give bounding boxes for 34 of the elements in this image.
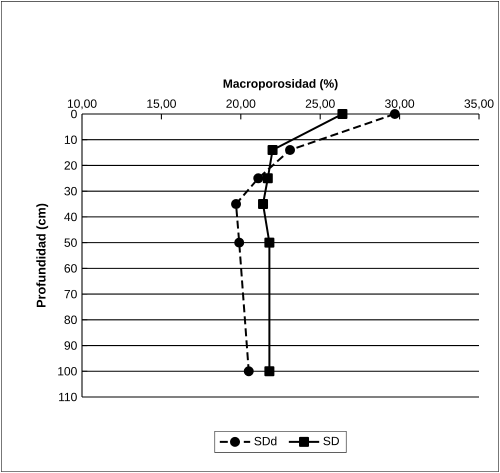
- legend-label: SD: [323, 436, 339, 446]
- y-tick-label: 50: [64, 238, 77, 247]
- legend-label: SDd: [254, 436, 276, 446]
- point: [337, 108, 348, 119]
- y-tick-label: 0: [71, 110, 77, 118]
- point: [264, 238, 274, 248]
- point: [253, 173, 264, 184]
- y-tick-label: 20: [64, 161, 77, 170]
- y-tick-label: 90: [64, 341, 77, 350]
- point: [268, 145, 278, 156]
- point: [234, 238, 244, 248]
- y-tick-label: 30: [64, 186, 77, 196]
- y-tick-label: 40: [64, 212, 77, 222]
- x-tick-label: 35,00: [464, 99, 494, 110]
- point: [231, 199, 242, 210]
- point: [262, 173, 273, 184]
- y-tick-label: 100: [58, 367, 77, 376]
- y-axis-title: Profundidad (cm): [36, 204, 48, 308]
- x-tick-label: 15,00: [147, 99, 176, 110]
- x-axis-title: Macroporosidad (%): [224, 79, 338, 90]
- point: [264, 366, 274, 376]
- y-tick-label: 10: [64, 135, 77, 144]
- x-tick-label: 20,00: [226, 99, 256, 110]
- y-tick-label: 60: [64, 264, 77, 273]
- y-tick-label: 80: [64, 316, 77, 324]
- point: [285, 145, 296, 156]
- y-tick-label: 110: [59, 392, 77, 402]
- y-tick-label: 70: [64, 290, 77, 298]
- point: [390, 108, 400, 119]
- point: [258, 199, 268, 210]
- x-tick-label: 25,00: [306, 99, 335, 110]
- point: [244, 366, 254, 376]
- x-tick-label: 30,00: [385, 99, 414, 110]
- x-tick-label: 10,00: [68, 99, 97, 110]
